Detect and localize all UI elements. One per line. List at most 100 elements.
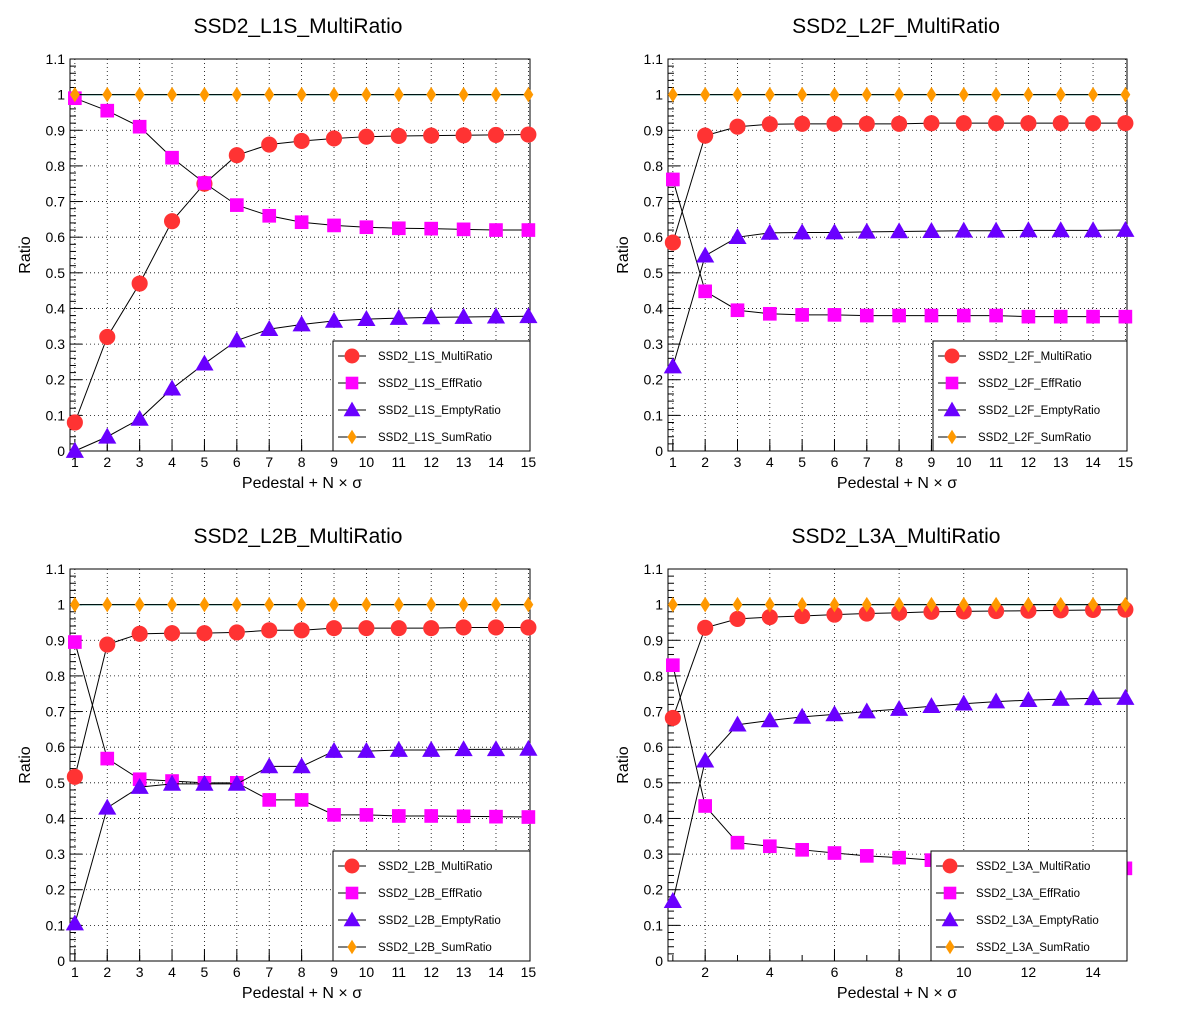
- legend-item: SSD2_L3A_EffRatio: [936, 886, 1080, 900]
- y-tick-label: 0.5: [46, 265, 66, 281]
- data-point: [294, 793, 309, 807]
- data-point: [696, 751, 715, 768]
- data-point: [700, 86, 711, 103]
- x-tick-label: 11: [989, 454, 1004, 470]
- data-point: [359, 808, 374, 822]
- x-tick-label: 6: [831, 964, 839, 980]
- data-point: [793, 223, 812, 240]
- data-point: [827, 846, 842, 860]
- x-tick-label: 15: [521, 964, 537, 980]
- legend-label: SSD2_L2F_SumRatio: [978, 432, 1091, 444]
- data-point: [1055, 596, 1066, 613]
- legend-item: SSD2_L3A_MultiRatio: [936, 858, 1090, 874]
- chart-title: SSD2_L3A_MultiRatio: [792, 525, 1001, 548]
- data-point: [391, 809, 406, 823]
- legend-box: [930, 850, 1128, 962]
- data-point: [797, 86, 808, 103]
- legend-label: SSD2_L2B_EffRatio: [378, 888, 482, 900]
- legend-item: SSD2_L1S_EffRatio: [338, 376, 482, 390]
- data-point: [422, 308, 441, 325]
- legend-label: SSD2_L2B_SumRatio: [378, 942, 492, 954]
- y-tick-label: 0: [655, 443, 663, 459]
- data-point: [955, 115, 972, 132]
- data-point: [890, 699, 909, 716]
- data-point: [130, 777, 149, 794]
- legend-marker: [947, 429, 957, 445]
- data-point: [794, 115, 811, 132]
- y-tick-label: 0.8: [46, 158, 66, 174]
- y-tick-label: 0.3: [46, 336, 66, 352]
- data-point: [986, 221, 1006, 238]
- data-point: [698, 284, 712, 299]
- legend-label: SSD2_L2F_EffRatio: [978, 378, 1081, 390]
- data-point: [99, 636, 116, 653]
- data-point: [65, 441, 84, 458]
- legend-marker: [345, 886, 359, 900]
- x-tick-label: 7: [265, 454, 273, 470]
- data-point: [426, 596, 437, 613]
- data-point: [991, 86, 1002, 103]
- series-3: [663, 220, 1135, 374]
- x-axis-label: Pedestal + N × σ: [837, 475, 957, 492]
- legend-marker: [945, 376, 959, 390]
- legend-label: SSD2_L2B_EmptyRatio: [378, 915, 501, 927]
- data-point: [393, 596, 404, 613]
- x-tick-label: 4: [766, 964, 774, 980]
- legend-label: SSD2_L1S_SumRatio: [378, 432, 492, 444]
- plot-frame: [69, 58, 531, 452]
- data-point: [196, 625, 213, 642]
- data-point: [764, 596, 775, 613]
- x-tick-label: 9: [330, 964, 338, 980]
- legend-marker: [344, 348, 360, 364]
- y-tick-label: 0.3: [46, 846, 66, 862]
- legend-item: SSD2_L3A_SumRatio: [936, 939, 1090, 955]
- data-point: [732, 86, 743, 103]
- series-1: [66, 619, 537, 785]
- data-point: [760, 711, 779, 728]
- y-tick-label: 1.1: [46, 561, 66, 577]
- data-point: [764, 86, 775, 103]
- y-tick-label: 0.5: [46, 775, 66, 791]
- data-point: [728, 715, 747, 732]
- series-3: [65, 739, 538, 931]
- x-tick-label: 10: [359, 454, 375, 470]
- data-point: [195, 354, 214, 371]
- data-point: [489, 809, 503, 824]
- x-tick-label: 10: [956, 454, 972, 470]
- data-point: [199, 596, 210, 613]
- data-point: [666, 658, 680, 673]
- data-point: [69, 86, 80, 103]
- x-axis-label: Pedestal + N × σ: [837, 985, 957, 1002]
- data-point: [795, 842, 809, 857]
- data-point: [454, 740, 473, 757]
- y-axis-label: Ratio: [17, 236, 34, 273]
- data-point: [663, 357, 682, 374]
- data-point: [65, 914, 84, 931]
- series-line: [74, 97, 529, 231]
- data-point: [1086, 309, 1100, 324]
- y-tick-label: 0.5: [644, 265, 664, 281]
- data-point: [163, 625, 181, 642]
- legend-item: SSD2_L2B_EffRatio: [338, 886, 482, 900]
- y-tick-label: 0.3: [644, 846, 664, 862]
- data-point: [358, 620, 375, 637]
- x-axis-label: Pedestal + N × σ: [242, 985, 362, 1002]
- data-point: [697, 619, 714, 636]
- data-point: [697, 127, 714, 144]
- data-point: [793, 707, 812, 724]
- data-point: [859, 849, 874, 863]
- y-tick-label: 0.1: [644, 407, 664, 423]
- data-point: [227, 774, 246, 791]
- legend-marker: [945, 939, 955, 955]
- x-tick-label: 1: [71, 964, 79, 980]
- data-point: [197, 176, 212, 190]
- data-point: [991, 596, 1002, 613]
- y-tick-label: 0.2: [644, 882, 664, 898]
- x-tick-label: 14: [1085, 454, 1101, 470]
- legend-item: SSD2_L2B_SumRatio: [338, 939, 492, 955]
- x-tick-label: 5: [798, 454, 806, 470]
- y-tick-label: 0.8: [46, 668, 66, 684]
- y-tick-label: 1.1: [644, 561, 664, 577]
- series-2: [666, 172, 1133, 324]
- data-point: [260, 320, 279, 336]
